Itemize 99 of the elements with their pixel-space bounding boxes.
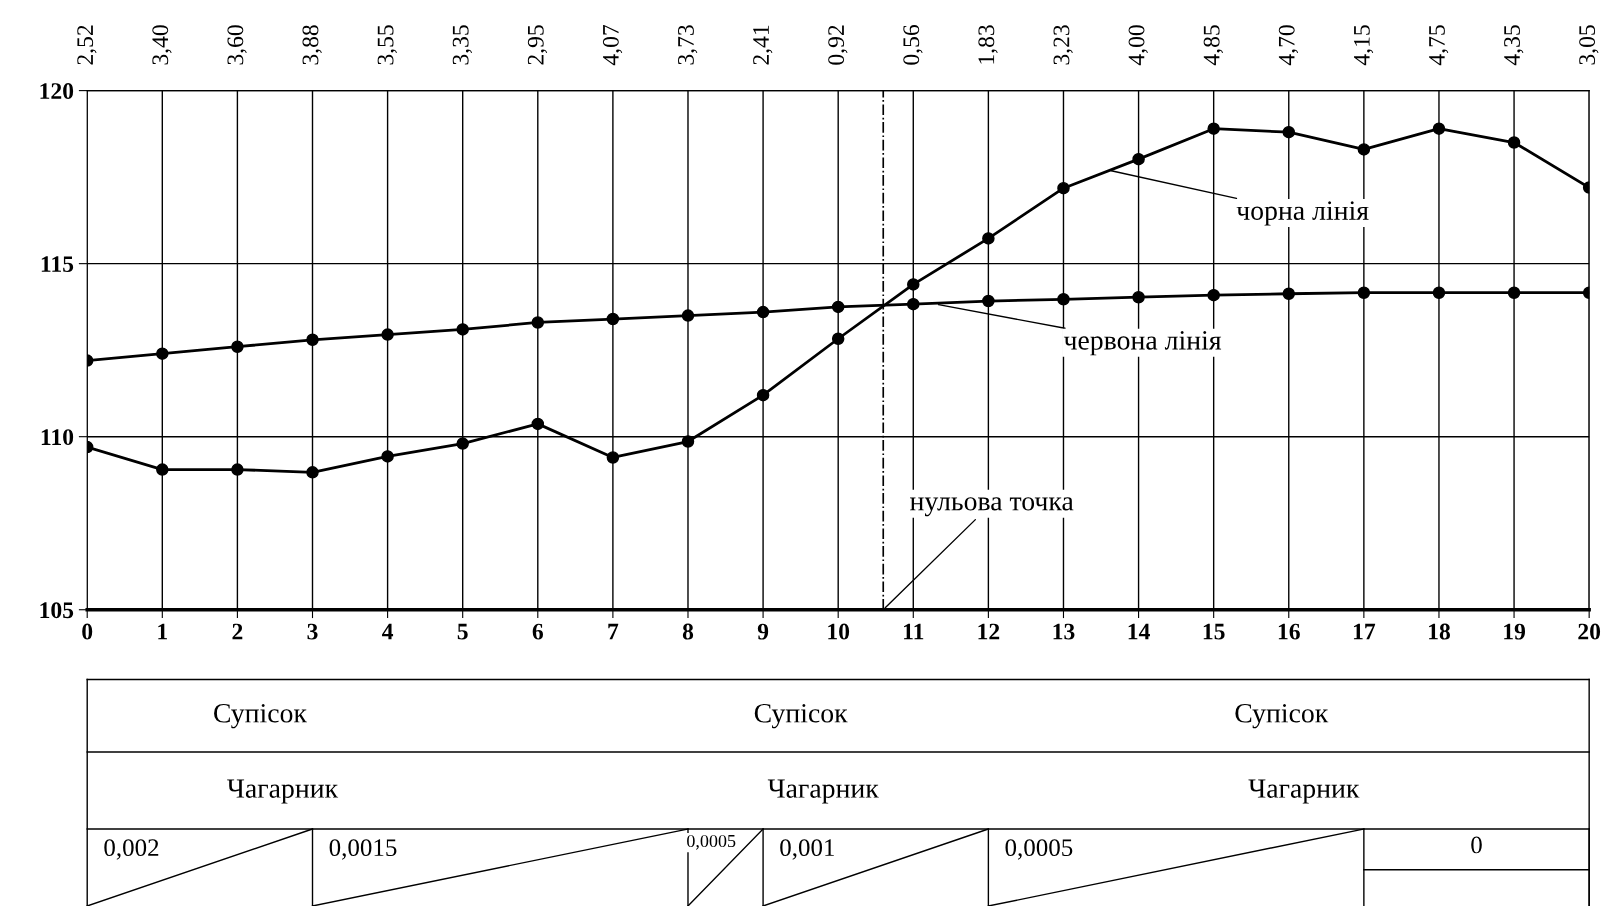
point [907,297,920,311]
text: 3,60 [227,25,247,65]
y-tick-label: 110 [41,429,74,446]
x-tick-label: 3 [307,623,318,640]
ref-line-label: нульова точка [910,497,1074,517]
point [381,328,394,341]
point [907,278,920,291]
point [1507,286,1521,299]
point [1432,122,1446,135]
x-tick-label: 18 [1429,623,1450,640]
x-tick-label: 14 [1128,623,1150,640]
point [306,466,319,479]
point [1057,181,1070,195]
x-tick-label: 10 [828,623,850,640]
x-tick-label: 9 [757,623,769,640]
y-tick-label: 115 [41,256,74,273]
x-tick-label: 2 [232,623,243,640]
x-tick-label: 20 [1578,623,1601,640]
text: 0 [1471,836,1482,854]
point [456,323,469,336]
point [156,463,169,476]
text: Супісок [214,703,307,729]
series-label: червона лінія [1063,331,1222,356]
x-tick-label: 6 [532,623,544,640]
text: 2,52 [77,25,97,65]
text: 4,00 [1128,25,1148,66]
x-tick-label: 16 [1278,623,1300,640]
point [1207,122,1220,135]
point [1207,288,1220,302]
text: Супісок [1235,703,1329,729]
text: 2,95 [527,25,548,65]
text: Чагарник [227,779,339,804]
x-tick-label: 15 [1203,623,1225,640]
text: 4,35 [1504,25,1524,66]
point [531,316,545,329]
x-tick-label: 1 [158,623,167,640]
x-tick-label: 13 [1053,623,1075,640]
text: 4,07 [602,24,623,66]
text: Супісок [754,703,848,729]
text: 0,92 [828,25,848,65]
text: 3,35 [452,25,473,65]
point [1132,290,1145,304]
point [831,332,845,345]
text: 0,0005 [1005,839,1073,860]
text: Чагарник [767,779,879,804]
series-label: чорна лінія [1236,201,1369,226]
x-tick-label: 0 [82,623,93,640]
text: 0,0005 [687,834,736,850]
x-tick-label: 8 [682,623,694,640]
point [156,347,169,360]
text: 0,001 [780,839,834,860]
text: 2,41 [753,25,773,65]
text: 0,0015 [329,839,397,860]
point [1057,293,1070,306]
text: 0,002 [104,839,159,860]
text: 4,85 [1203,25,1223,66]
text: 1,83 [978,25,998,64]
text: 0,56 [903,24,923,65]
point [831,300,845,314]
point [756,388,770,402]
x-tick-label: 12 [978,623,1000,640]
x-tick-label: 5 [457,623,468,640]
point [456,437,469,450]
text: 3,05 [1579,25,1599,65]
y-tick-label: 105 [40,602,74,619]
y-tick-label: 120 [40,83,74,100]
point [681,435,695,448]
x-tick-label: 7 [608,623,619,640]
point [982,232,995,245]
x-tick-label: 19 [1504,623,1526,640]
text: 4,15 [1353,25,1374,66]
point [1282,125,1296,139]
text: 3,73 [678,25,698,65]
point [982,294,995,308]
x-tick-label: 11 [904,623,924,640]
point [1282,287,1296,301]
point [1357,143,1371,156]
x-tick-label: 17 [1353,623,1376,640]
text: Чагарник [1248,779,1360,804]
point [1507,136,1521,149]
point [1132,152,1145,166]
point [1432,286,1446,299]
text: 3,40 [152,25,172,65]
text: 4,75 [1429,25,1449,66]
x-tick-label: 4 [382,623,394,640]
point [531,417,545,431]
point [756,305,770,319]
point [1357,286,1371,299]
point [606,312,620,326]
point [681,309,695,322]
text: 3,88 [302,25,322,65]
point [231,463,244,476]
text: 3,55 [377,25,397,65]
text: 3,23 [1053,25,1073,65]
point [606,451,620,464]
text: 4,70 [1278,25,1299,66]
point [381,450,394,463]
point [231,340,244,353]
point [306,333,319,347]
